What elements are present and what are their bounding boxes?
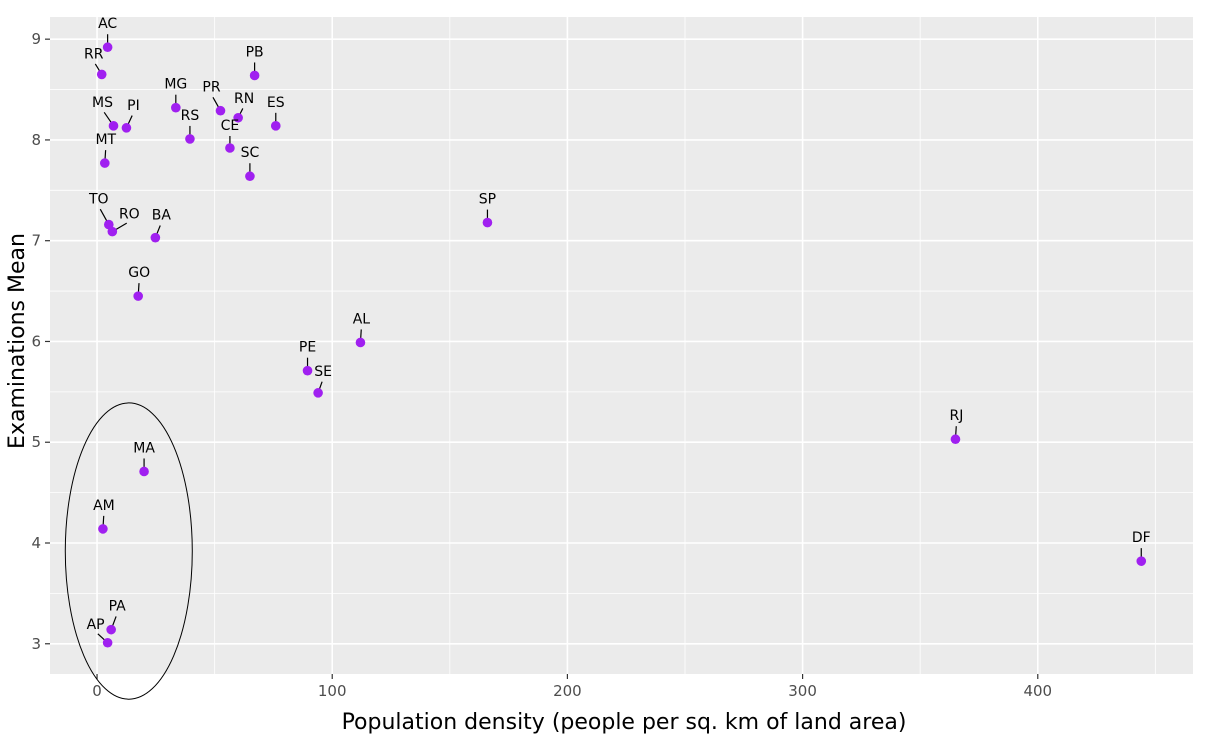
point-label: AL: [353, 311, 371, 327]
y-tick-label: 6: [31, 332, 41, 350]
highlight-ellipse-layer: [64, 402, 193, 700]
y-tick-label: 3: [31, 635, 41, 653]
data-point: [106, 624, 116, 635]
point-label: SE: [314, 364, 332, 380]
x-axis-title: Population density (people per sq. km of…: [342, 710, 907, 735]
data-point: [233, 112, 243, 123]
data-point: [98, 524, 108, 534]
plot-panel: [50, 17, 1193, 674]
major-gridlines: [50, 17, 1193, 674]
point-label: PI: [127, 98, 140, 114]
point-label: PA: [109, 599, 127, 615]
point-label: AC: [98, 16, 117, 32]
point-label: SP: [479, 192, 496, 208]
data-point: [313, 388, 323, 398]
data-point: [150, 232, 161, 243]
data-point: [102, 42, 113, 53]
data-point: [108, 121, 119, 131]
point-label: ES: [267, 95, 285, 111]
y-tick-label: 4: [31, 534, 41, 552]
data-point: [249, 70, 260, 81]
point-label: BA: [152, 208, 172, 224]
point-label: RR: [84, 46, 104, 62]
point-label: RS: [181, 108, 200, 124]
y-tick-label: 5: [31, 433, 41, 451]
point-label: SC: [241, 145, 260, 161]
data-point: [245, 171, 255, 182]
point-labels: AC RR PB MG PR RN MS PI ES RS CE MT SC SP TO RO BA GO AL PE…: [84, 16, 1151, 633]
data-point: [96, 69, 107, 80]
y-tick-label: 9: [31, 30, 41, 48]
point-label: GO: [128, 265, 150, 281]
y-tick-label: 7: [31, 232, 41, 250]
data-point: [121, 123, 132, 133]
point-label: PB: [246, 44, 264, 60]
data-point: [139, 466, 149, 477]
point-label: RJ: [950, 408, 964, 424]
point-label: RO: [119, 207, 140, 223]
x-tick-label: 0: [92, 682, 102, 700]
data-point: [225, 143, 235, 153]
point-label: PE: [299, 340, 316, 356]
point-label: MS: [92, 95, 113, 111]
point-label: DF: [1132, 530, 1151, 546]
point-label: CE: [221, 118, 240, 134]
data-point: [482, 217, 493, 228]
x-tick-label: 400: [1023, 682, 1052, 700]
highlight-ellipse: [64, 402, 193, 700]
y-axis-title: Examinations Mean: [5, 233, 30, 449]
y-tick-label: 8: [31, 131, 41, 149]
data-point: [185, 134, 195, 144]
point-label: PR: [202, 80, 220, 96]
data-point: [950, 434, 961, 445]
x-tick-label: 100: [318, 682, 347, 700]
minor-gridlines: [50, 17, 1193, 674]
data-point: [215, 105, 226, 116]
x-tick-label: 200: [553, 682, 582, 700]
point-label: MT: [95, 132, 116, 148]
data-point: [1136, 556, 1147, 566]
axis-ticks: 0 100 200 300 400 3 4 5 6 7 8 9: [31, 30, 1052, 700]
x-tick-label: 300: [788, 682, 817, 700]
point-label: AM: [93, 498, 115, 514]
point-label: TO: [88, 192, 109, 208]
data-point: [302, 365, 313, 376]
point-label: MA: [133, 440, 155, 456]
data-point: [171, 102, 181, 113]
point-label: RN: [234, 91, 254, 107]
data-point: [102, 637, 113, 648]
data-point: [107, 226, 118, 237]
data-points: [96, 42, 1147, 648]
point-label: MG: [164, 77, 187, 93]
data-point: [133, 291, 143, 301]
point-label: AP: [87, 617, 105, 633]
data-point: [355, 337, 366, 348]
data-point: [99, 158, 110, 168]
data-point: [270, 121, 281, 131]
